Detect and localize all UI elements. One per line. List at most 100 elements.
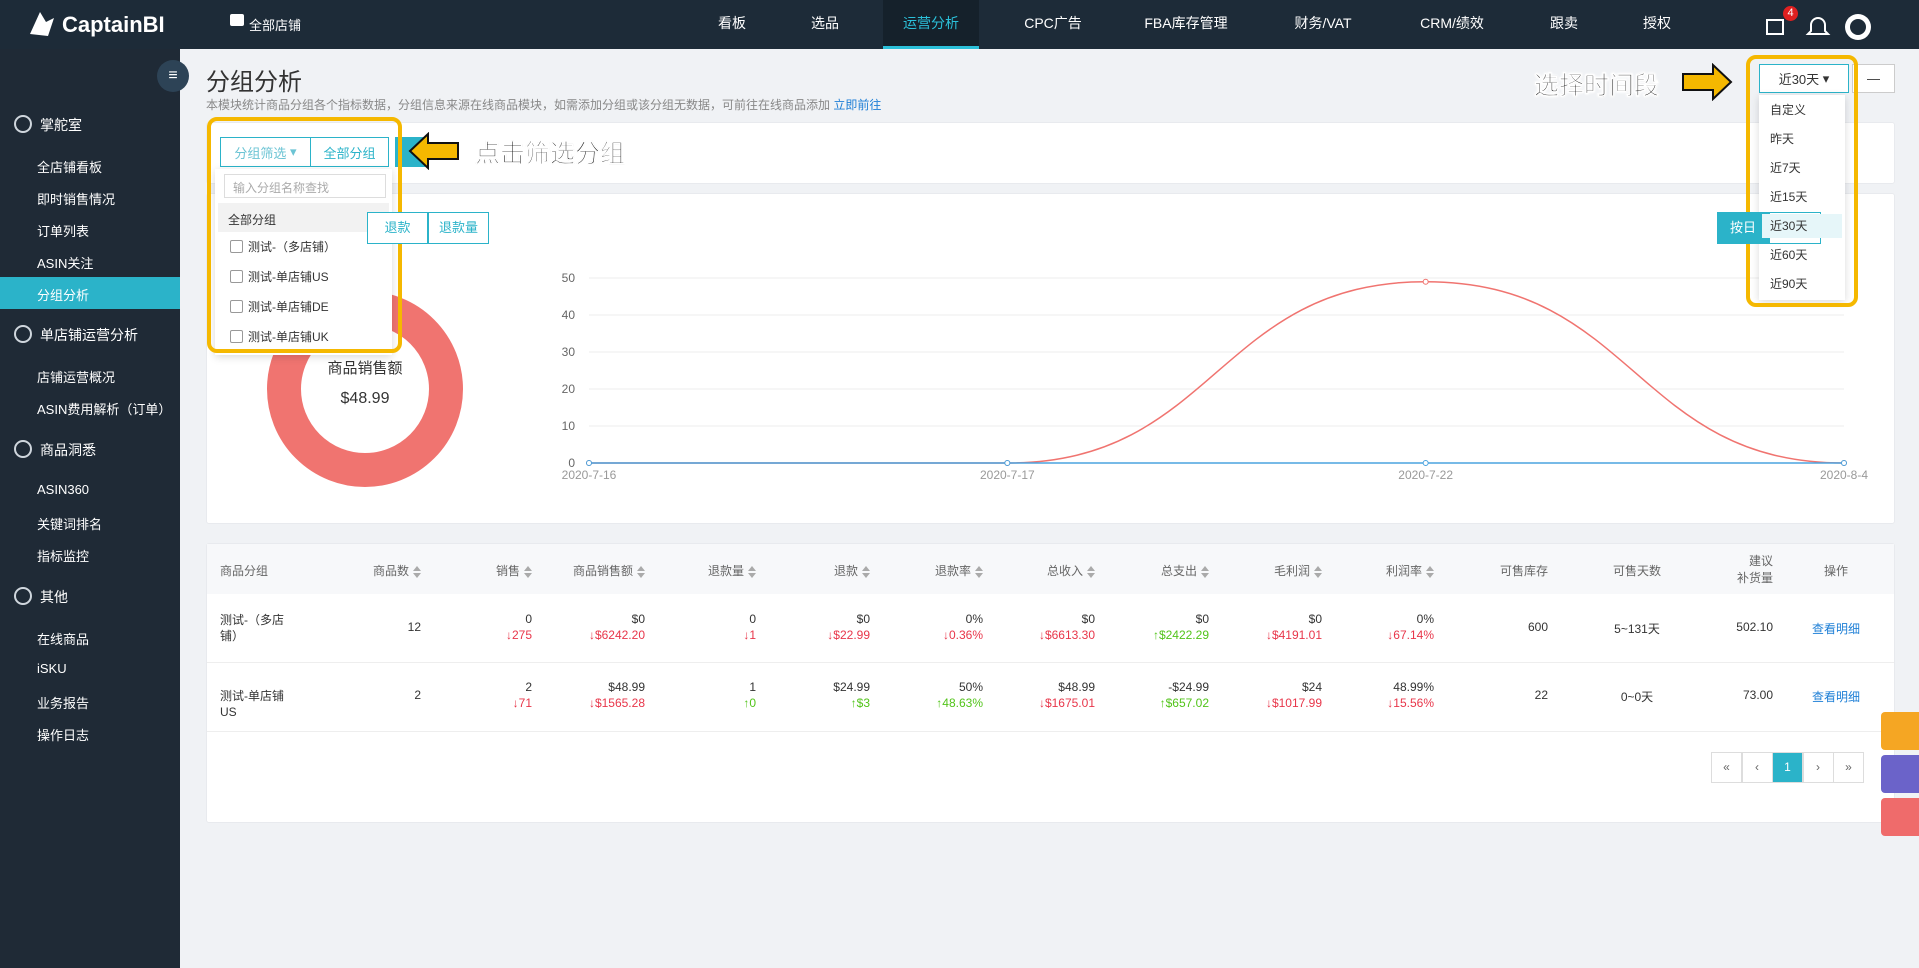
period-tab[interactable]: 按日 xyxy=(1717,212,1769,244)
checkbox[interactable] xyxy=(230,240,243,253)
sidebar-item[interactable]: 分组分析 xyxy=(37,288,90,303)
date-picker[interactable]: 近30天 ▾ xyxy=(1759,64,1849,93)
date-option[interactable]: 自定义 xyxy=(1770,103,1807,117)
date-option[interactable]: 近7天 xyxy=(1770,161,1801,175)
table-header: 退款率 xyxy=(863,562,983,579)
table-header: 退款 xyxy=(750,562,870,579)
menu-item[interactable]: 选品 xyxy=(811,15,839,31)
date-option[interactable]: 近90天 xyxy=(1770,277,1808,291)
sidebar-item[interactable]: 在线商品 xyxy=(37,632,90,647)
date-option[interactable]: 昨天 xyxy=(1770,132,1795,146)
sidebar-item[interactable]: 业务报告 xyxy=(37,696,90,711)
filter-all[interactable]: 全部分组 xyxy=(218,203,389,232)
detail-link[interactable]: 查看明细 xyxy=(1811,622,1860,636)
sort-icon[interactable] xyxy=(862,565,870,578)
goto-link[interactable]: 立即前往 xyxy=(833,98,882,112)
page-button[interactable]: › xyxy=(1802,752,1834,783)
filter-value[interactable]: 全部分组 xyxy=(310,137,389,167)
cell-main: $24 xyxy=(1301,680,1322,694)
date-option[interactable]: 近15天 xyxy=(1770,190,1808,204)
date-option[interactable]: 近60天 xyxy=(1770,248,1808,262)
table-header: 总支出 xyxy=(1089,562,1209,579)
sidebar-item[interactable]: iSKU xyxy=(37,661,67,676)
cell-delta: ↓$22.99 xyxy=(827,628,870,642)
menu-item[interactable]: 运营分析 xyxy=(883,0,979,49)
cell: 12 xyxy=(407,620,421,634)
table-header: 商品分组 xyxy=(220,562,268,579)
cell-main: $24.99 xyxy=(833,680,870,694)
store-selector[interactable]: 全部店铺 xyxy=(249,18,302,33)
detail-link[interactable]: 查看明细 xyxy=(1811,690,1860,704)
sidebar-item[interactable]: ASIN费用解析（订单） xyxy=(37,402,172,417)
collapse-button[interactable]: ≡ xyxy=(157,60,189,92)
cell-main: 1 xyxy=(749,680,756,694)
sidebar-icon xyxy=(14,325,32,343)
cell-delta: ↓$4191.01 xyxy=(1265,628,1322,642)
menu-item[interactable]: FBA库存管理 xyxy=(1144,15,1228,31)
filter-option[interactable]: 测试-（多店铺） xyxy=(248,240,336,254)
sidebar-item[interactable]: 全店铺看板 xyxy=(37,160,103,175)
table-header: 退款量 xyxy=(636,562,756,579)
menu-item[interactable]: CPC广告 xyxy=(1024,15,1082,31)
metric-tab[interactable]: 退款 xyxy=(367,212,428,244)
float-bookmark[interactable] xyxy=(1881,712,1919,750)
donut-value: $48.99 xyxy=(341,390,390,407)
sort-icon[interactable] xyxy=(748,565,756,578)
menu-item[interactable]: 看板 xyxy=(718,15,746,31)
filter-option[interactable]: 测试-单店铺US xyxy=(248,270,329,284)
cell-delta: ↓1 xyxy=(743,628,756,642)
page-description: 本模块统计商品分组各个指标数据，分组信息来源在线商品模块，如需添加分组或该分组无… xyxy=(206,96,881,113)
sort-icon[interactable] xyxy=(975,565,983,578)
sort-icon[interactable] xyxy=(1314,565,1322,578)
page-button[interactable]: « xyxy=(1711,752,1742,783)
cell: 73.00 xyxy=(1742,688,1773,702)
checkbox[interactable] xyxy=(230,300,243,313)
y-tick-label: 10 xyxy=(562,419,576,433)
page-button[interactable]: 1 xyxy=(1772,752,1803,783)
sidebar-item[interactable]: 店铺运营概况 xyxy=(37,370,116,385)
menu-item[interactable]: 跟卖 xyxy=(1550,15,1578,31)
float-support[interactable] xyxy=(1881,755,1919,793)
brand: CaptainBI xyxy=(62,12,165,37)
filter-button[interactable]: 分组筛选 ▾ xyxy=(220,137,311,167)
menu-item[interactable]: 财务/VAT xyxy=(1294,15,1352,31)
sidebar-item[interactable]: 指标监控 xyxy=(37,549,90,564)
cell-group: 测试-（多店铺） xyxy=(220,613,284,643)
filter-search[interactable]: 输入分组名称查找 xyxy=(224,174,386,198)
cell-delta: ↓$1017.99 xyxy=(1265,696,1322,710)
sidebar-item[interactable]: ASIN关注 xyxy=(37,256,94,271)
sidebar-item[interactable]: 关键词排名 xyxy=(37,517,103,532)
table-header: 商品数 xyxy=(301,562,421,579)
checkbox[interactable] xyxy=(230,330,243,343)
arrow-right xyxy=(1682,63,1733,101)
sort-icon[interactable] xyxy=(1426,565,1434,578)
sort-icon[interactable] xyxy=(1087,565,1095,578)
date-extra[interactable]: — xyxy=(1852,64,1895,93)
sidebar-item[interactable]: ASIN360 xyxy=(37,482,90,497)
metric-tab[interactable]: 退款量 xyxy=(428,212,489,244)
sidebar-item[interactable]: 操作日志 xyxy=(37,728,90,743)
sidebar-item[interactable]: 即时销售情况 xyxy=(37,192,116,207)
cell-main: 0% xyxy=(1416,612,1434,626)
sort-icon[interactable] xyxy=(1201,565,1209,578)
page-button[interactable]: ‹ xyxy=(1741,752,1773,783)
chart-card xyxy=(206,193,1895,524)
sort-icon[interactable] xyxy=(413,565,421,578)
x-tick-label: 2020-7-16 xyxy=(562,468,617,482)
description-text: 本模块统计商品分组各个指标数据，分组信息来源在线商品模块，如需添加分组或该分组无… xyxy=(206,98,831,112)
menu-item[interactable]: CRM/绩效 xyxy=(1420,15,1484,31)
filter-option[interactable]: 测试-单店铺UK xyxy=(248,330,329,344)
checkbox[interactable] xyxy=(230,270,243,283)
filter-option[interactable]: 测试-单店铺DE xyxy=(248,300,329,314)
date-option[interactable]: 近30天 xyxy=(1762,214,1842,238)
cell-main: 0 xyxy=(749,612,756,626)
notification-badge: 4 xyxy=(1783,6,1798,21)
sidebar-item[interactable]: 订单列表 xyxy=(37,224,90,239)
sort-icon[interactable] xyxy=(637,565,645,578)
sort-icon[interactable] xyxy=(524,565,532,578)
table-header: 总收入 xyxy=(975,562,1095,579)
menu-item[interactable]: 授权 xyxy=(1643,15,1671,31)
page-button[interactable]: » xyxy=(1833,752,1864,783)
cell: 0~0天 xyxy=(1620,690,1654,704)
float-gift[interactable] xyxy=(1881,798,1919,836)
